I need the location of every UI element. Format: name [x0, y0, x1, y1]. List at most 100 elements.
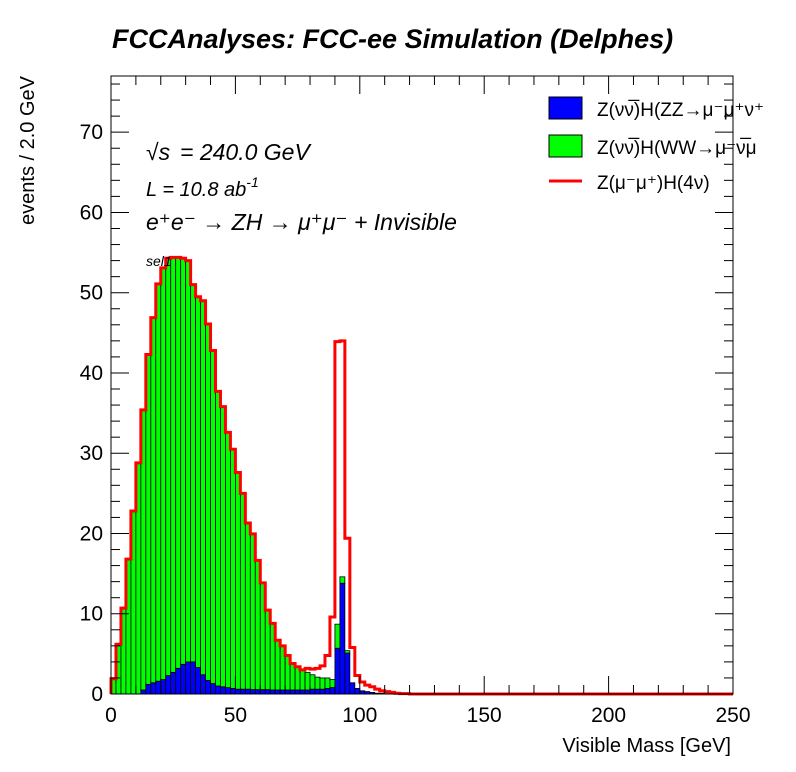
sqrt-s-symbol: √s — [146, 139, 171, 165]
bar-ww-bin-10 — [160, 267, 167, 680]
bar-ww-bin-20 — [210, 350, 216, 684]
bar-zz-bin-19 — [205, 679, 211, 695]
bar-zz-bin-10 — [160, 679, 167, 695]
x-tick-label-100: 100 — [342, 704, 377, 727]
bar-zz-bin-34 — [279, 689, 286, 695]
bar-zz-bin-11 — [165, 675, 172, 695]
lumi-label: L = 10.8 ab-1 — [146, 174, 259, 201]
bar-ww-bin-33 — [274, 639, 281, 691]
y-tick-labels: 0 10 20 30 40 50 60 70 — [80, 121, 103, 706]
bar-zz-bin-44 — [329, 687, 336, 695]
x-tick-label-200: 200 — [591, 704, 626, 727]
legend-label-4nu: Z(μ⁻μ⁺)H(4ν) — [597, 173, 710, 194]
bar-zz-bin-37 — [294, 689, 301, 695]
bar-ww-bin-24 — [230, 448, 236, 689]
bar-ww-bin-15 — [185, 260, 192, 663]
bar-zz-bin-30 — [259, 689, 266, 695]
bar-zz-bin-47 — [344, 652, 351, 695]
bar-zz-bin-27 — [244, 688, 251, 695]
bar-zz-bin-20 — [210, 683, 216, 695]
bar-ww-bin-42 — [319, 677, 326, 690]
bar-ww-bin-27 — [244, 522, 251, 690]
legend-label-ww: Z(νν̅)H(WW→μ⁻ν̅μ — [597, 138, 757, 159]
bar-zz-bin-46 — [339, 582, 346, 695]
bar-ww-bin-25 — [234, 472, 241, 690]
histogram-bins — [110, 256, 401, 695]
y-tick-label-30: 30 — [80, 442, 103, 465]
y-tick-label-40: 40 — [80, 362, 103, 385]
bar-ww-bin-41 — [314, 676, 321, 690]
y-axis-title: events / 2.0 GeV — [17, 75, 39, 225]
y-tick-label-0: 0 — [91, 683, 103, 706]
bar-zz-bin-9 — [155, 680, 162, 695]
bar-ww-bin-12 — [170, 256, 177, 673]
bar-ww-bin-43 — [324, 677, 331, 689]
process-label: e⁺e⁻ → ZH → μ⁺μ⁻ + Invisible — [146, 209, 457, 235]
bar-zz-bin-31 — [264, 689, 271, 695]
bar-zz-bin-6 — [140, 689, 147, 695]
bar-zz-bin-48 — [349, 682, 356, 695]
y-tick-label-20: 20 — [80, 522, 103, 545]
y-tick-label-70: 70 — [80, 121, 103, 144]
bar-zz-bin-42 — [319, 688, 326, 695]
bar-zz-bin-12 — [170, 671, 177, 695]
bar-ww-bin-17 — [195, 296, 201, 668]
bar-zz-bin-8 — [150, 682, 157, 695]
bar-zz-bin-13 — [175, 667, 182, 695]
bar-zz-bin-39 — [304, 689, 311, 695]
bar-zz-bin-18 — [200, 674, 206, 695]
bar-zz-bin-45 — [334, 647, 341, 695]
bar-zz-bin-36 — [289, 689, 296, 695]
bar-zz-bin-25 — [234, 688, 241, 695]
bar-zz-bin-14 — [180, 663, 187, 695]
bar-ww-bin-47 — [344, 650, 351, 654]
bar-ww-bin-39 — [304, 671, 311, 691]
bar-zz-bin-29 — [254, 689, 261, 695]
bar-zz-bin-41 — [314, 688, 321, 695]
chart-title: FCCAnalyses: FCC-ee Simulation (Delphes) — [112, 24, 673, 54]
bar-ww-bin-14 — [180, 257, 187, 665]
bar-ww-bin-18 — [200, 300, 206, 676]
bar-zz-bin-49 — [354, 687, 361, 695]
bar-ww-bin-13 — [175, 256, 182, 669]
bar-zz-bin-23 — [225, 687, 231, 695]
bar-zz-bin-35 — [284, 689, 291, 695]
bar-zz-bin-22 — [220, 686, 226, 695]
x-tick-label-150: 150 — [467, 704, 502, 727]
bar-ww-bin-8 — [150, 317, 157, 684]
bar-zz-bin-17 — [195, 667, 201, 695]
bar-ww-bin-9 — [155, 283, 162, 682]
bar-zz-bin-7 — [145, 683, 152, 695]
bar-ww-bin-44 — [329, 679, 336, 688]
selection-label: sel1 — [146, 253, 172, 269]
bar-zz-bin-33 — [274, 689, 281, 695]
energy-label: = 240.0 GeV — [180, 139, 312, 165]
x-tick-labels: 0 50 100 150 200 250 — [105, 704, 750, 727]
bar-ww-bin-11 — [165, 257, 172, 676]
axis-ticks — [110, 76, 734, 695]
legend-swatch-ww — [548, 134, 583, 158]
bar-ww-bin-40 — [309, 674, 316, 690]
bar-ww-bin-23 — [225, 431, 231, 688]
bar-zz-bin-16 — [190, 661, 196, 695]
bar-ww-bin-45 — [334, 623, 341, 649]
y-tick-label-10: 10 — [80, 603, 103, 626]
bar-zz-bin-32 — [269, 689, 276, 695]
legend-swatch-zz — [548, 96, 583, 120]
bar-zz-bin-28 — [249, 689, 256, 695]
x-tick-label-0: 0 — [105, 704, 117, 727]
x-axis-title: Visible Mass [GeV] — [562, 735, 731, 757]
bar-zz-bin-40 — [309, 688, 316, 695]
bar-zz-bin-21 — [215, 685, 221, 695]
bar-ww-bin-46 — [339, 576, 346, 584]
lumi-exponent: -1 — [246, 174, 258, 190]
y-tick-label-50: 50 — [80, 282, 103, 305]
bar-ww-bin-22 — [220, 406, 226, 688]
legend: Z(νν̅)H(ZZ→μ⁻μ⁺ν⁺ Z(νν̅)H(WW→μ⁻ν̅μ Z(μ⁻μ… — [548, 96, 764, 194]
bar-ww-bin-16 — [190, 284, 196, 663]
x-tick-label-250: 250 — [715, 704, 750, 727]
legend-label-zz: Z(νν̅)H(ZZ→μ⁻μ⁺ν⁺ — [597, 100, 764, 121]
plot-frame — [110, 75, 734, 695]
bar-zz-bin-24 — [230, 687, 236, 695]
bar-ww-bin-19 — [205, 323, 211, 681]
